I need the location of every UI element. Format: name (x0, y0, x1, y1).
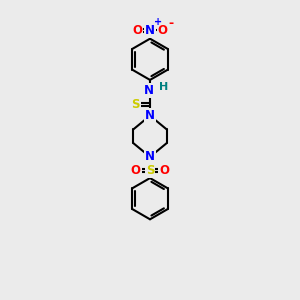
Text: N: N (144, 84, 154, 97)
Text: N: N (145, 24, 155, 37)
Text: +: + (154, 17, 162, 27)
Text: O: O (158, 24, 168, 37)
Text: S: S (132, 98, 140, 111)
Text: S: S (146, 164, 154, 177)
Text: O: O (159, 164, 169, 177)
Text: -: - (168, 17, 173, 30)
Text: O: O (132, 24, 142, 37)
Text: O: O (131, 164, 141, 177)
Text: H: H (159, 82, 168, 92)
Text: N: N (145, 150, 155, 164)
Text: N: N (145, 109, 155, 122)
